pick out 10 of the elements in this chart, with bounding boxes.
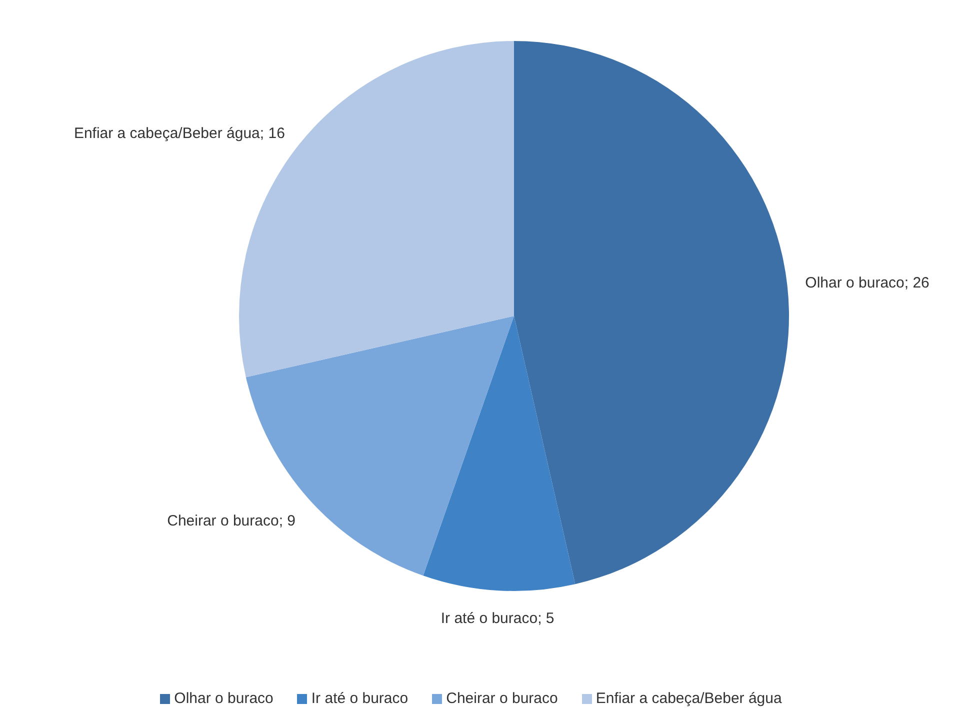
legend-label: Ir até o buraco bbox=[311, 690, 408, 707]
legend-label: Enfiar a cabeça/Beber água bbox=[596, 690, 782, 707]
legend-label: Cheirar o buraco bbox=[446, 690, 558, 707]
pie-slice bbox=[514, 41, 789, 584]
pie-slice bbox=[423, 316, 576, 591]
data-label: Enfiar a cabeça/Beber água; 16 bbox=[74, 124, 285, 142]
data-label: Cheirar o buraco; 9 bbox=[167, 512, 296, 530]
data-label: Ir até o buraco; 5 bbox=[440, 610, 554, 628]
data-label: Olhar o buraco; 26 bbox=[805, 274, 930, 292]
legend-label: Olhar o buraco bbox=[174, 690, 274, 707]
